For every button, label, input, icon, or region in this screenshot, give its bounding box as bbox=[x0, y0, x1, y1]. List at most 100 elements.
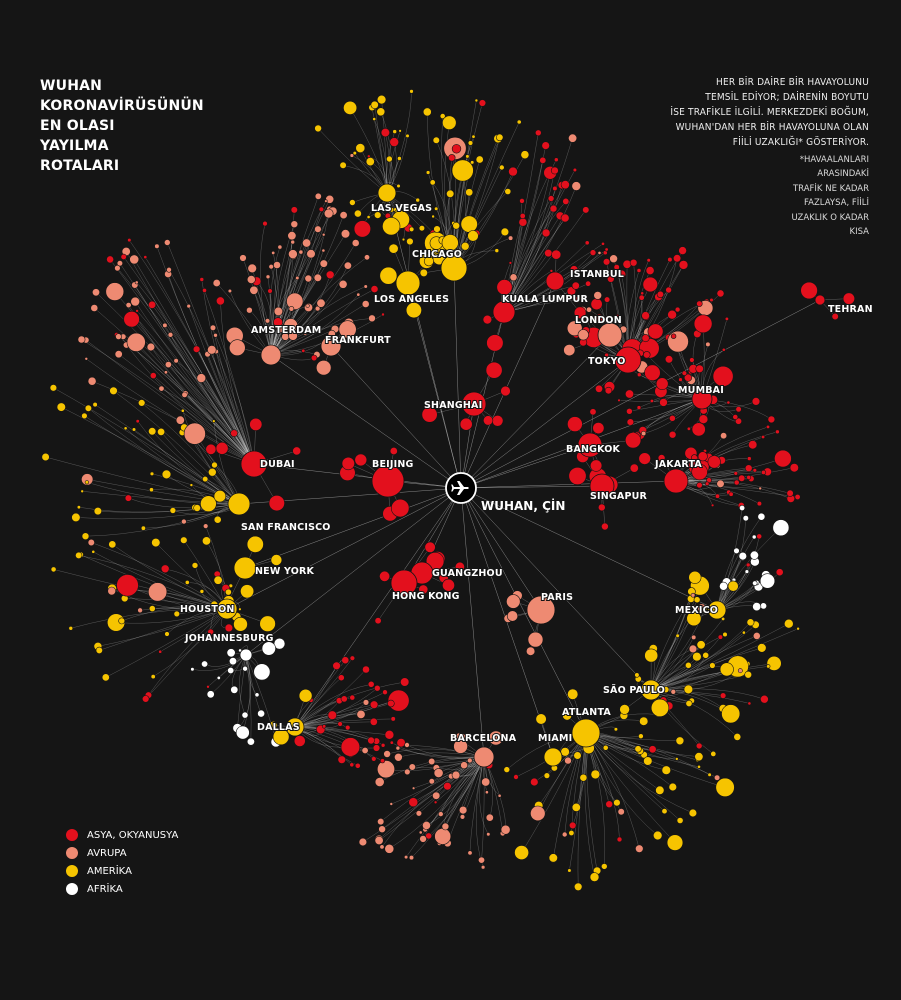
hub-label: DALLAS bbox=[257, 722, 300, 733]
airport-node bbox=[246, 737, 255, 746]
airport-node bbox=[707, 772, 712, 777]
airport-node bbox=[597, 250, 602, 255]
airport-node bbox=[105, 282, 125, 301]
airport-node bbox=[135, 419, 140, 424]
route-link bbox=[82, 491, 240, 505]
hub-node bbox=[545, 271, 565, 291]
airport-node bbox=[201, 660, 209, 668]
airport-node bbox=[338, 320, 357, 339]
airport-node bbox=[519, 198, 525, 204]
airport-node bbox=[422, 821, 431, 830]
airport-node bbox=[716, 479, 725, 488]
airport-nodes bbox=[41, 89, 856, 891]
airport-node bbox=[669, 414, 676, 422]
hub-link bbox=[460, 487, 485, 758]
title-line: EN OLASI bbox=[40, 118, 115, 134]
airport-node bbox=[594, 384, 603, 393]
legend-swatch bbox=[66, 829, 78, 841]
airport-node bbox=[157, 427, 166, 436]
airport-node bbox=[452, 221, 461, 230]
airport-node bbox=[383, 750, 391, 758]
airport-node bbox=[213, 490, 227, 503]
airport-node bbox=[49, 384, 58, 392]
airport-node bbox=[205, 443, 217, 455]
airport-node bbox=[163, 370, 168, 375]
airport-node bbox=[129, 254, 140, 265]
airport-node bbox=[212, 278, 221, 287]
airport-node bbox=[184, 580, 190, 585]
route-link bbox=[210, 654, 247, 695]
route-link bbox=[387, 748, 485, 758]
airport-node bbox=[471, 134, 476, 139]
route-link bbox=[165, 372, 255, 465]
airport-node bbox=[423, 256, 434, 267]
hub-label: JAKARTA bbox=[654, 459, 702, 470]
hub-label: MIAMI bbox=[538, 733, 572, 744]
airport-node bbox=[92, 402, 98, 408]
airport-node bbox=[340, 229, 351, 239]
route-link bbox=[192, 654, 247, 671]
airport-node bbox=[230, 429, 238, 438]
route-link bbox=[503, 198, 552, 313]
airport-node bbox=[372, 117, 377, 121]
airport-node bbox=[477, 856, 485, 864]
airport-node bbox=[226, 648, 236, 658]
airport-node bbox=[640, 430, 647, 437]
route-link bbox=[503, 170, 555, 313]
airport-node bbox=[397, 156, 402, 161]
hub-label: LOS ANGELES bbox=[374, 294, 449, 305]
airport-node bbox=[497, 793, 502, 798]
route-link bbox=[270, 209, 295, 356]
route-link bbox=[131, 319, 255, 465]
airport-node bbox=[675, 633, 680, 638]
hub-node bbox=[260, 344, 282, 366]
airport-node bbox=[720, 432, 728, 440]
airport-node bbox=[590, 298, 603, 311]
hub-label: LONDON bbox=[575, 315, 622, 326]
airport-node bbox=[254, 692, 260, 698]
airport-node bbox=[678, 377, 683, 382]
route-link bbox=[716, 516, 762, 611]
hub-label: GUANGZHOU bbox=[432, 568, 503, 579]
airport-node bbox=[648, 745, 657, 754]
route-link bbox=[716, 518, 746, 611]
airport-node bbox=[130, 296, 140, 307]
hub-link bbox=[460, 359, 629, 489]
airport-node bbox=[366, 215, 371, 219]
route-link bbox=[150, 346, 255, 465]
route-link bbox=[716, 507, 743, 611]
route-link bbox=[503, 160, 543, 313]
legend-label: AVRUPA bbox=[87, 847, 127, 859]
airport-node bbox=[775, 429, 780, 435]
airport-node bbox=[207, 345, 217, 355]
airport-node bbox=[562, 710, 572, 721]
airport-node bbox=[604, 352, 609, 358]
airport-node bbox=[374, 777, 385, 787]
hub-node bbox=[240, 450, 268, 478]
airport-node bbox=[246, 535, 264, 553]
airport-node bbox=[516, 119, 522, 125]
airport-node bbox=[646, 258, 651, 263]
airport-node bbox=[419, 268, 428, 278]
airport-node bbox=[467, 230, 479, 242]
airport-node bbox=[90, 304, 99, 312]
airport-node bbox=[149, 372, 157, 379]
airport-node bbox=[305, 303, 310, 308]
airport-node bbox=[272, 728, 290, 746]
airport-node bbox=[227, 666, 235, 674]
airport-node bbox=[293, 735, 306, 747]
airport-node bbox=[235, 725, 250, 740]
airport-node bbox=[789, 463, 799, 473]
route-link bbox=[126, 344, 255, 465]
airport-node bbox=[408, 854, 415, 861]
route-link bbox=[81, 339, 255, 465]
airport-node bbox=[572, 167, 578, 173]
title-line: KORONAVİRÜSÜNÜN bbox=[40, 98, 204, 114]
airport-node bbox=[636, 268, 642, 273]
airport-node bbox=[485, 361, 503, 379]
legend-item-africa: AFRİKA bbox=[66, 880, 178, 898]
airport-node bbox=[388, 243, 399, 254]
route-link bbox=[716, 536, 755, 611]
airport-node bbox=[126, 332, 146, 352]
hub-label: AMSTERDAM bbox=[251, 325, 321, 336]
